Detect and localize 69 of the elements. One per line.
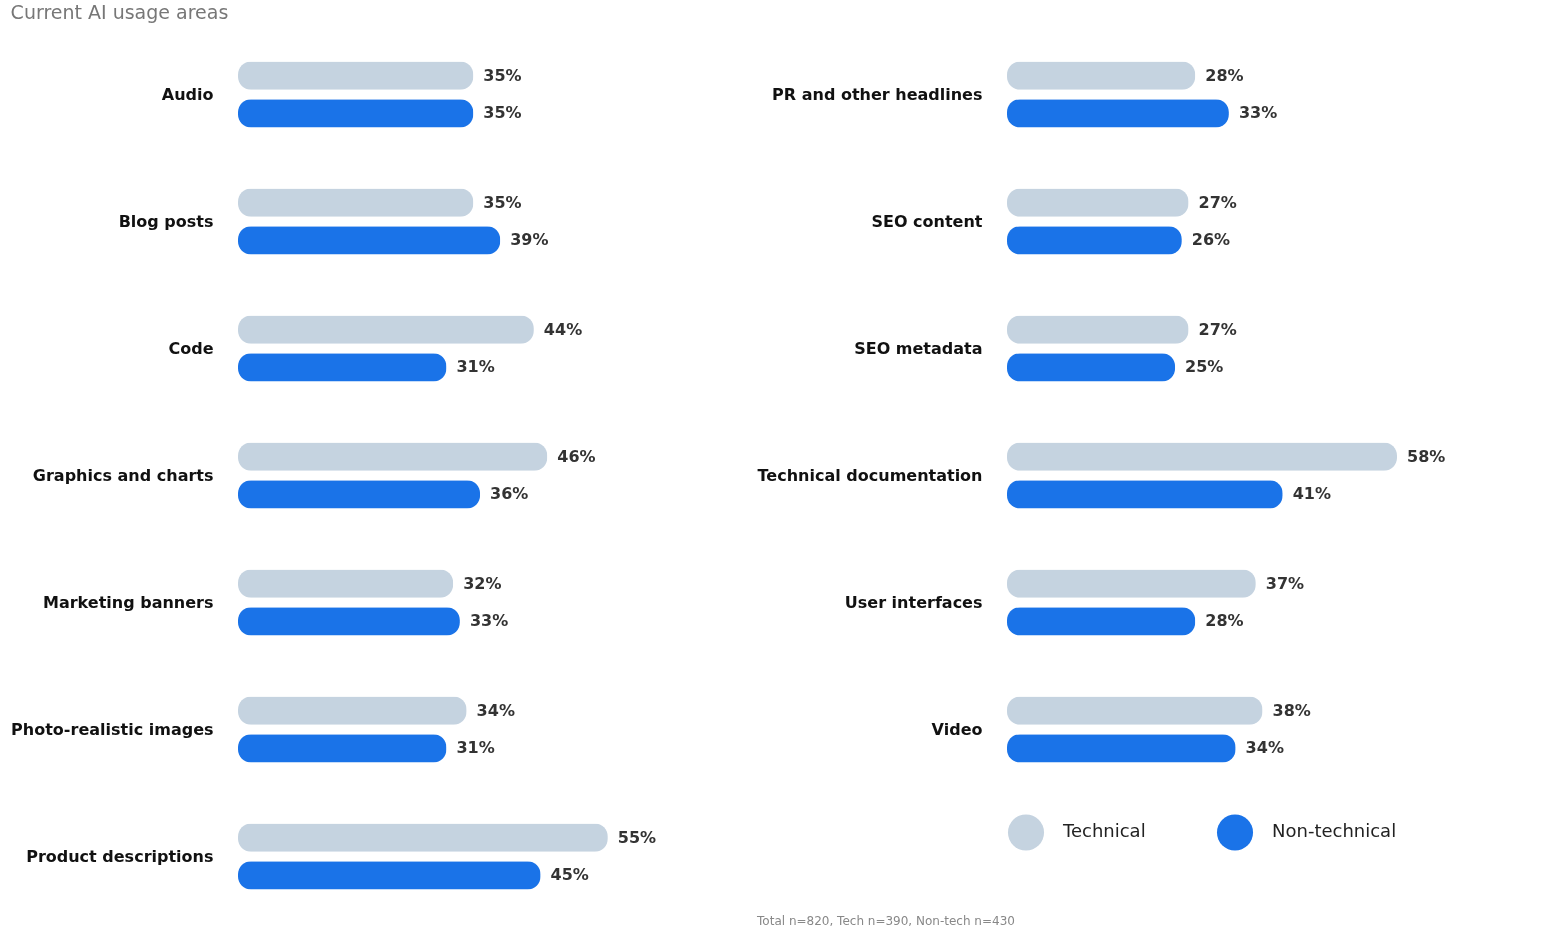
data-label: 55% [617, 827, 657, 847]
y-tick-label: Photo-realistic images [11, 719, 214, 739]
y-tick-label: Technical documentation [757, 465, 983, 485]
bar [238, 734, 447, 763]
bar [238, 61, 474, 90]
data-label: 58% [1407, 446, 1446, 466]
data-label: 27% [1198, 192, 1237, 212]
data-label: 26% [1191, 230, 1231, 250]
bar [238, 607, 460, 636]
data-label: 44% [543, 319, 583, 339]
bar [238, 353, 447, 382]
bar [238, 315, 534, 344]
y-tick-label: Product descriptions [26, 846, 214, 866]
y-tick-label: Video [931, 719, 983, 739]
bar [1007, 569, 1256, 598]
data-label: 32% [463, 573, 502, 593]
bar [1007, 353, 1176, 382]
y-tick-label: Code [168, 338, 214, 358]
bar [238, 696, 467, 725]
bar [1007, 734, 1236, 763]
y-tick-label: Graphics and charts [32, 465, 214, 485]
y-tick-label: Marketing banners [42, 592, 214, 612]
bar [238, 480, 481, 509]
bar [238, 861, 541, 890]
y-tick-label: User interfaces [844, 592, 983, 612]
y-tick-label: Blog posts [118, 211, 214, 231]
data-label: 28% [1205, 611, 1244, 631]
y-tick-label: SEO content [871, 211, 983, 231]
data-label: 35% [483, 192, 522, 212]
data-label: 36% [490, 484, 529, 504]
bar [1007, 99, 1229, 128]
data-label: 33% [469, 611, 509, 631]
data-label: 35% [483, 103, 522, 123]
data-label: 37% [1265, 573, 1305, 593]
bar [1007, 188, 1189, 217]
y-tick-label: PR and other headlines [772, 84, 983, 104]
bar [238, 226, 501, 255]
data-label: 27% [1198, 319, 1237, 339]
bar [1007, 607, 1196, 636]
data-label: 31% [456, 738, 495, 758]
data-label: 39% [510, 230, 549, 250]
bar [238, 188, 474, 217]
data-label: 28% [1205, 65, 1244, 85]
bar [1007, 315, 1189, 344]
data-label: 33% [1238, 103, 1278, 123]
bar [1007, 226, 1182, 255]
bar [1007, 480, 1283, 509]
chart-title: Current AI usage areas [10, 1, 229, 23]
bar [238, 442, 548, 471]
data-label: 25% [1185, 357, 1224, 377]
bar [238, 823, 608, 852]
data-label: 34% [1245, 738, 1284, 758]
y-tick-label: SEO metadata [854, 338, 983, 358]
bar [238, 99, 474, 128]
bar [238, 569, 454, 598]
bar [1007, 696, 1263, 725]
text: Total n=820, Tech n=390, Non-tech n=430 [756, 914, 1015, 928]
data-label: 38% [1272, 700, 1311, 720]
data-label: 46% [557, 446, 596, 466]
data-label: 31% [456, 357, 495, 377]
legend-label: Non-technical [1272, 820, 1397, 842]
data-label: 41% [1292, 484, 1331, 504]
y-tick-label: Audio [161, 84, 214, 104]
data-label: 45% [550, 865, 589, 885]
data-label: 34% [476, 700, 515, 720]
bar [1007, 442, 1397, 471]
data-label: 35% [483, 65, 522, 85]
bar [1007, 61, 1196, 90]
legend-label: Technical [1062, 820, 1146, 842]
